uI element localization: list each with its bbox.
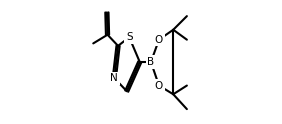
Text: O: O bbox=[155, 81, 163, 91]
Text: B: B bbox=[147, 57, 155, 67]
Text: N: N bbox=[111, 73, 118, 83]
Text: O: O bbox=[155, 35, 163, 45]
Text: S: S bbox=[126, 32, 133, 42]
